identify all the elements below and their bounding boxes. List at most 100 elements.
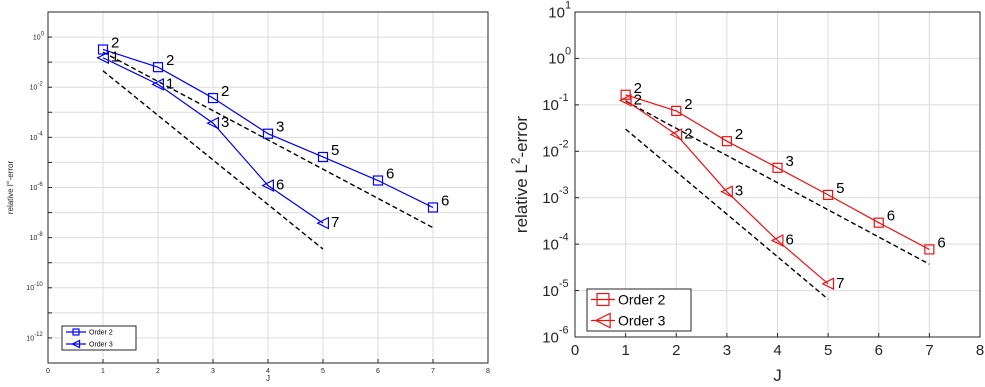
data-point <box>721 136 732 147</box>
y-tick-exponent: -1 <box>559 92 569 104</box>
x-tick-label: 4 <box>266 368 270 375</box>
x-tick-label: 2 <box>672 342 680 359</box>
y-axis-label: relative L2-error <box>508 116 531 234</box>
x-tick-label: 4 <box>773 342 781 359</box>
series-1: 2 2 2 3 5 6 6 <box>620 80 946 255</box>
y-axis-label-sup: 2 <box>508 157 522 164</box>
data-point <box>924 244 935 255</box>
data-point <box>317 151 329 163</box>
reference-slope-line <box>102 51 434 229</box>
reference-slope-line <box>625 128 829 300</box>
data-label: 2 <box>221 83 229 100</box>
data-label: 5 <box>836 180 844 197</box>
y-tick-exponent: -2 <box>37 81 43 87</box>
data-point <box>207 92 219 104</box>
y-tick-label: 10 <box>542 283 559 300</box>
y-axis-label-main: relative l <box>6 184 15 214</box>
y-axis-label-tail: -error <box>6 160 15 180</box>
y-tick-exponent: -4 <box>559 231 569 243</box>
data-label: 2 <box>684 125 692 142</box>
legend-marker <box>71 339 81 349</box>
x-tick-label: 1 <box>621 342 629 359</box>
y-tick-exponent: 1 <box>565 0 571 11</box>
data-point <box>261 179 274 192</box>
data-point <box>152 62 164 73</box>
x-tick-label: 3 <box>723 342 731 359</box>
y-tick-exponent: -6 <box>559 324 569 336</box>
data-label: 2 <box>111 34 119 51</box>
data-label: 3 <box>786 153 794 170</box>
x-tick-label: 3 <box>211 368 215 375</box>
data-point <box>823 189 834 200</box>
y-tick-label: 10 <box>542 190 559 207</box>
data-point <box>427 202 439 213</box>
legend-label: Order 3 <box>89 341 113 348</box>
y-tick-exponent: -6 <box>37 182 43 188</box>
legend-label: Order 2 <box>89 329 113 336</box>
x-tick-label: 0 <box>46 368 50 375</box>
data-point <box>372 175 384 186</box>
y-tick-label: 10 <box>26 335 34 342</box>
y-tick-label: 10 <box>542 144 559 161</box>
data-point <box>97 44 109 55</box>
data-point <box>821 277 835 291</box>
y-tick-label: 10 <box>26 285 34 292</box>
y-tick-label: 10 <box>548 4 565 21</box>
data-label: 1 <box>111 49 119 66</box>
data-label: 2 <box>735 126 743 143</box>
x-tick-label: 2 <box>156 368 160 375</box>
legend: Order 2 Order 3 <box>586 288 692 332</box>
series-2: 1 1 3 6 7 <box>96 49 339 231</box>
data-label: 6 <box>441 192 449 209</box>
y-tick-exponent: 0 <box>41 31 45 37</box>
y-tick-exponent: -2 <box>559 139 569 151</box>
data-point <box>618 93 632 107</box>
data-point <box>669 128 683 141</box>
reference-slope-line <box>102 70 324 250</box>
data-point <box>671 105 682 117</box>
series-line <box>102 48 434 208</box>
x-axis-label: J <box>773 366 782 385</box>
x-tick-label: 6 <box>376 368 380 375</box>
data-label: 1 <box>166 75 174 92</box>
series-line <box>625 99 829 285</box>
x-tick-label: 7 <box>431 368 435 375</box>
y-tick-label: 10 <box>33 35 41 42</box>
y-tick-label: 10 <box>30 85 38 92</box>
y-tick-label: 10 <box>542 329 559 346</box>
x-tick-label: 8 <box>976 342 984 359</box>
y-tick-label: 10 <box>30 235 38 242</box>
data-label: 6 <box>276 177 284 194</box>
data-point <box>316 216 329 230</box>
y-tick-label: 10 <box>542 236 559 253</box>
legend-marker <box>72 328 80 336</box>
data-point <box>772 162 783 173</box>
series-2: 2 2 3 6 7 <box>618 91 844 292</box>
y-axis-label-sup: ∞ <box>5 180 11 184</box>
y-tick-label: 10 <box>30 135 38 142</box>
x-tick-label: 5 <box>824 342 832 359</box>
data-label: 6 <box>386 166 394 183</box>
y-tick-exponent: -5 <box>559 278 569 290</box>
data-point <box>720 185 733 199</box>
data-label: 6 <box>887 208 895 225</box>
legend: Order 2 Order 3 <box>61 325 137 351</box>
data-label: 2 <box>166 52 174 69</box>
y-axis-label-tail: -error <box>512 116 531 158</box>
data-label: 3 <box>735 183 743 200</box>
y-tick-exponent: -3 <box>559 185 569 197</box>
y-axis-label: relative l∞-error <box>5 160 15 214</box>
data-label: 7 <box>836 275 844 292</box>
legend-marker <box>594 312 611 329</box>
legend-label: Order 3 <box>618 312 666 328</box>
data-point <box>96 51 110 65</box>
x-tick-label: 8 <box>486 368 490 375</box>
y-tick-label: 10 <box>548 51 565 68</box>
x-tick-label: 0 <box>571 342 579 359</box>
data-label: 2 <box>684 96 692 113</box>
data-label: 6 <box>937 234 945 251</box>
data-label: 6 <box>786 231 794 248</box>
data-point <box>770 234 784 247</box>
